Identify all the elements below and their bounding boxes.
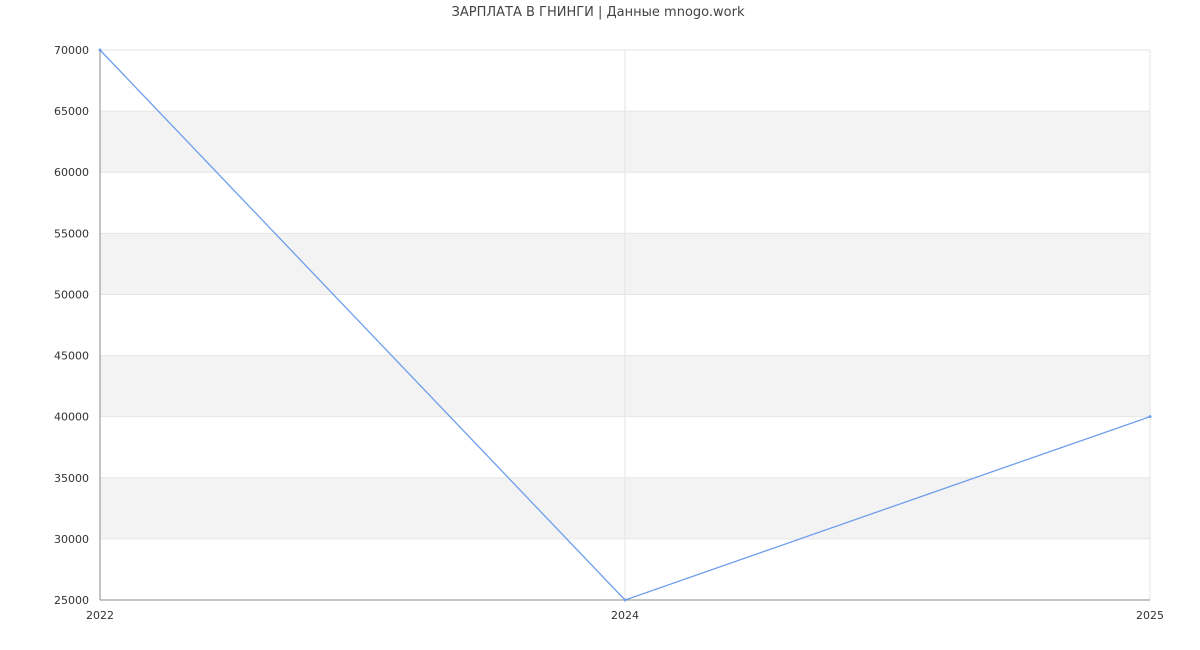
y-tick-label: 35000 xyxy=(54,472,89,485)
x-tick-label: 2024 xyxy=(611,609,639,622)
chart-title: ЗАРПЛАТА В ГНИНГИ | Данные mnogo.work xyxy=(452,5,745,20)
y-tick-label: 40000 xyxy=(54,411,89,424)
data-point xyxy=(1148,415,1152,419)
y-tick-label: 60000 xyxy=(54,166,89,179)
y-tick-label: 50000 xyxy=(54,288,89,301)
x-tick-label: 2022 xyxy=(86,609,114,622)
y-tick-label: 30000 xyxy=(54,533,89,546)
x-tick-label: 2025 xyxy=(1136,609,1164,622)
y-tick-label: 45000 xyxy=(54,350,89,363)
y-tick-label: 70000 xyxy=(54,44,89,57)
data-point xyxy=(98,48,102,52)
y-tick-label: 55000 xyxy=(54,227,89,240)
y-tick-label: 25000 xyxy=(54,594,89,607)
y-tick-label: 65000 xyxy=(54,105,89,118)
data-point xyxy=(623,598,627,602)
